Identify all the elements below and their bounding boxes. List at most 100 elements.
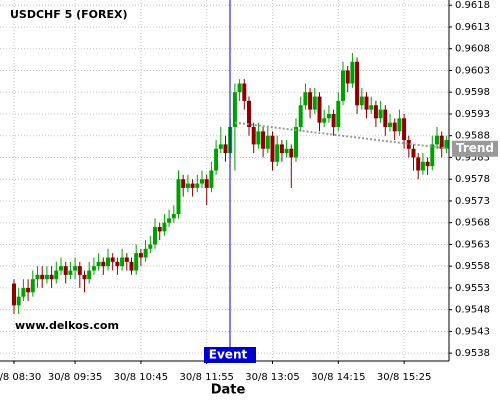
y-tick-label: 0.9598 bbox=[455, 87, 490, 98]
x-tick-label: 30/8 08:30 bbox=[0, 372, 41, 383]
candle-body bbox=[87, 270, 92, 280]
candle-body bbox=[416, 157, 421, 171]
candle-body bbox=[167, 218, 172, 223]
candle-body bbox=[247, 100, 251, 128]
y-tick-label: 0.9613 bbox=[455, 22, 490, 33]
candle-body bbox=[331, 113, 336, 128]
candle-body bbox=[439, 135, 444, 149]
trend-label-box bbox=[452, 140, 498, 157]
candle-body bbox=[148, 244, 153, 249]
candle-body bbox=[373, 105, 378, 119]
candle-body bbox=[345, 70, 350, 84]
candle-body bbox=[406, 140, 411, 149]
candle-body bbox=[214, 148, 219, 171]
y-tick-label: 0.9543 bbox=[455, 326, 490, 337]
y-tick-label: 0.9558 bbox=[455, 261, 490, 272]
candle-body bbox=[44, 274, 49, 280]
candle-body bbox=[68, 270, 73, 275]
candle-body bbox=[54, 270, 59, 280]
candle-body bbox=[40, 274, 45, 280]
candle-body bbox=[378, 109, 383, 119]
candle-body bbox=[355, 61, 360, 106]
y-tick-label: 0.9603 bbox=[455, 65, 490, 76]
candle-body bbox=[369, 105, 374, 110]
candle-body bbox=[162, 222, 167, 232]
candle-body bbox=[134, 253, 139, 271]
candle-body bbox=[420, 161, 425, 171]
candle-body bbox=[402, 118, 407, 141]
candle-body bbox=[49, 274, 54, 280]
candle-body bbox=[298, 105, 303, 128]
y-tick-label: 0.9583 bbox=[455, 152, 490, 163]
candle-body bbox=[275, 144, 280, 162]
candle-body bbox=[411, 148, 416, 158]
candle-body bbox=[326, 113, 331, 119]
y-tick-label: 0.9553 bbox=[455, 283, 490, 294]
candle-body bbox=[209, 170, 214, 188]
candle-body bbox=[153, 227, 157, 245]
x-tick-label: 30/8 13:05 bbox=[245, 372, 299, 383]
candle-body bbox=[143, 248, 148, 258]
candle-body bbox=[115, 261, 120, 267]
candle-body bbox=[336, 100, 341, 128]
candle-body bbox=[200, 179, 204, 184]
x-axis-label: Date bbox=[211, 383, 246, 398]
candle-body bbox=[73, 266, 78, 271]
y-tick-label: 0.9548 bbox=[455, 305, 490, 316]
candle-body bbox=[350, 61, 355, 84]
y-tick-label: 0.9568 bbox=[455, 218, 490, 229]
candle-body bbox=[232, 92, 237, 128]
y-tick-label: 0.9538 bbox=[455, 348, 490, 359]
candle-body bbox=[129, 261, 134, 271]
candle-body bbox=[124, 257, 129, 262]
candle-body bbox=[303, 92, 308, 106]
candle-body bbox=[359, 96, 364, 106]
candle-body bbox=[270, 135, 275, 162]
candle-body bbox=[392, 122, 397, 132]
candle-body bbox=[444, 140, 449, 149]
candle-body bbox=[21, 287, 26, 297]
y-tick-label: 0.9593 bbox=[455, 109, 490, 120]
y-tick-label: 0.9578 bbox=[455, 174, 490, 185]
candle-body bbox=[289, 148, 294, 158]
candle-body bbox=[171, 213, 176, 219]
candle-body bbox=[204, 179, 209, 188]
candle-body bbox=[265, 135, 270, 149]
candle-body bbox=[26, 287, 31, 293]
candle-body bbox=[96, 261, 101, 267]
candle-body bbox=[12, 283, 16, 306]
candle-body bbox=[317, 96, 322, 123]
y-tick-label: 0.9563 bbox=[455, 239, 490, 250]
candle-body bbox=[261, 131, 266, 149]
candle-body bbox=[237, 83, 242, 93]
y-tick-label: 0.9618 bbox=[455, 0, 490, 11]
candle-body bbox=[77, 266, 82, 275]
x-tick-label: 30/8 15:25 bbox=[377, 372, 431, 383]
candle-body bbox=[138, 253, 143, 258]
candle-body bbox=[176, 179, 181, 214]
candle-body bbox=[218, 144, 223, 149]
candle-body bbox=[16, 296, 21, 306]
event-label-box bbox=[204, 347, 256, 363]
candle-body bbox=[242, 83, 247, 101]
candle-body bbox=[195, 183, 200, 188]
candle-body bbox=[223, 144, 228, 154]
candle-body bbox=[312, 96, 317, 110]
candle-body bbox=[383, 109, 388, 128]
event-label: Event bbox=[209, 348, 248, 362]
candle-body bbox=[397, 118, 402, 132]
candle-body bbox=[59, 266, 63, 271]
candle-body bbox=[63, 266, 68, 275]
candle-body bbox=[120, 257, 125, 267]
x-tick-label: 30/8 10:45 bbox=[114, 372, 168, 383]
candle-body bbox=[256, 131, 261, 145]
candle-body bbox=[279, 144, 284, 154]
candle-body bbox=[341, 70, 345, 101]
watermark: www.delkos.com bbox=[15, 319, 119, 332]
y-tick-label: 0.9608 bbox=[455, 44, 490, 55]
candle-body bbox=[181, 179, 186, 188]
candle-body bbox=[430, 144, 435, 167]
candle-body bbox=[106, 257, 110, 267]
